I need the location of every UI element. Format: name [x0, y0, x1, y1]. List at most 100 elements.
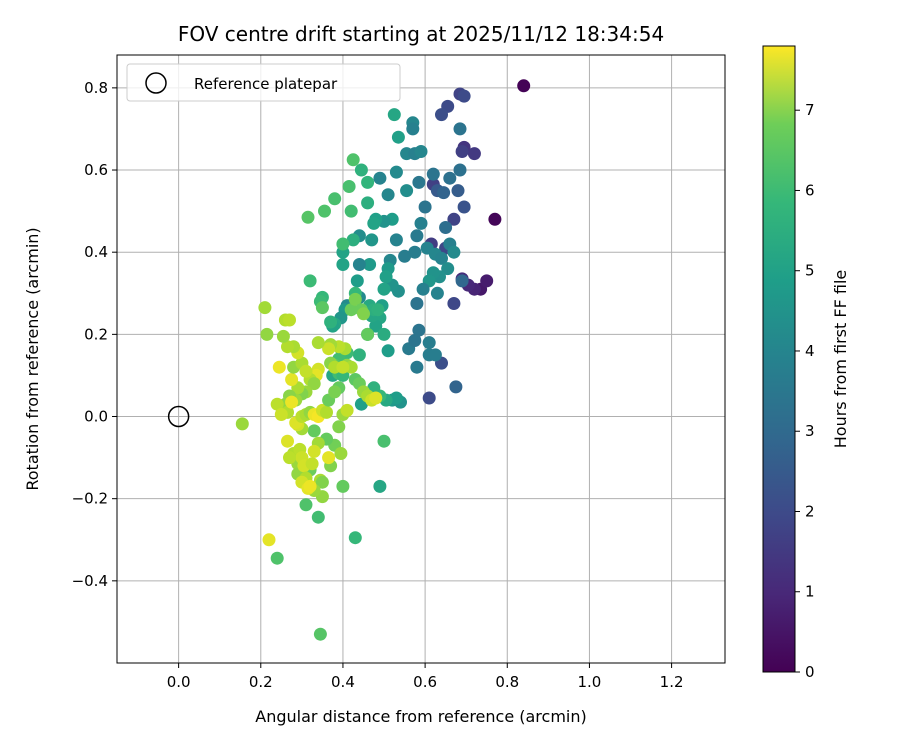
scatter-point [307, 377, 321, 391]
x-tick-label: 0.2 [249, 673, 273, 691]
x-axis-label: Angular distance from reference (arcmin) [255, 707, 586, 726]
scatter-point [408, 245, 422, 259]
plot-frame [116, 54, 726, 664]
x-tick-label: 0.0 [167, 673, 191, 691]
scatter-point [305, 457, 319, 471]
scatter-point [336, 479, 350, 493]
scatter-point [315, 301, 329, 315]
scatter-point [322, 342, 336, 356]
colorbar-ticks: 0 1 2 3 4 5 6 7 [795, 101, 815, 681]
legend-box [126, 63, 401, 102]
scatter-point [299, 364, 313, 378]
y-tick-label: −0.4 [72, 572, 108, 590]
scatter-point [428, 348, 442, 362]
scatter-point [439, 221, 453, 234]
scatter-point [455, 145, 469, 158]
scatter-point [435, 251, 448, 265]
scatter-point [344, 204, 358, 218]
x-tick-label: 0.6 [413, 673, 437, 691]
scatter-point [357, 307, 370, 321]
scatter-point [283, 451, 296, 465]
y-tick-label: 0.6 [84, 161, 108, 179]
scatter-point [455, 274, 469, 288]
scatter-point [340, 403, 354, 417]
scatter-point [315, 475, 329, 489]
scatter-point [318, 204, 331, 218]
scatter-point [369, 319, 383, 333]
scatter-point [336, 237, 350, 251]
scatter-point [285, 395, 299, 409]
scatter-point [281, 434, 294, 448]
scatter-point [369, 391, 383, 405]
scatter-point [406, 122, 420, 136]
scatter-point [457, 89, 471, 103]
colorbar-tick-label: 0 [805, 663, 815, 681]
scatter-point [447, 212, 461, 226]
chart-title: FOV centre drift starting at 2025/11/12 … [178, 22, 664, 46]
scatter-point [299, 498, 313, 512]
scatter-point [301, 210, 315, 224]
x-tick-label: 1.2 [660, 673, 684, 691]
scatter-point [274, 408, 288, 421]
scatter-point [262, 533, 276, 547]
scatter-point [328, 385, 342, 399]
scatter-point [426, 167, 440, 181]
scatter-point [344, 303, 358, 317]
scatter-point [352, 258, 366, 271]
scatter-point [260, 327, 274, 341]
scatter-point [389, 165, 403, 179]
colorbar-tick-label: 7 [805, 101, 815, 119]
scatter-point [334, 447, 348, 460]
scatter-point [354, 163, 368, 177]
scatter-point [517, 79, 531, 93]
scatter-point [272, 360, 286, 374]
scatter-point [363, 258, 377, 271]
scatter-point [480, 274, 494, 288]
scatter-point [389, 391, 403, 405]
data-points [235, 79, 531, 641]
x-tick-label: 1.0 [578, 673, 602, 691]
scatter-point [281, 340, 294, 354]
scatter-point [346, 153, 360, 167]
scatter-point [361, 175, 375, 189]
scatter-point [412, 175, 426, 189]
scatter-point [332, 420, 346, 434]
scatter-point [457, 200, 471, 214]
scatter-point [361, 196, 375, 210]
scatter-point [285, 373, 299, 386]
scatter-point [328, 192, 342, 206]
colorbar-gradient [762, 45, 796, 673]
y-tick-label: 0.8 [84, 79, 108, 97]
scatter-point [437, 186, 451, 200]
colorbar-tick-label: 3 [805, 422, 815, 440]
scatter-point [320, 405, 333, 419]
scatter-point [342, 180, 356, 193]
colorbar-tick-label: 6 [805, 181, 815, 199]
reference-point-marker [167, 405, 190, 428]
scatter-point [467, 147, 481, 161]
x-tick-label: 0.4 [331, 673, 355, 691]
scatter-point [381, 188, 395, 202]
scatter-point [398, 249, 412, 263]
scatter-point [414, 216, 428, 230]
scatter-point [410, 229, 424, 243]
x-tick-label: 0.8 [495, 673, 519, 691]
colorbar-tick-label: 1 [805, 583, 815, 601]
y-tick-label: −0.2 [72, 490, 108, 508]
scatter-point [441, 262, 455, 276]
scatter-point [379, 270, 393, 284]
scatter-point [283, 313, 296, 327]
scatter-point [410, 360, 424, 374]
legend-marker-icon [145, 72, 167, 94]
scatter-point [389, 233, 403, 247]
colorbar-tick-label: 5 [805, 262, 815, 280]
scatter-point [377, 327, 391, 341]
scatter-point [410, 297, 424, 310]
scatter-point [430, 286, 444, 300]
colorbar-label: Hours from first FF file [831, 270, 850, 449]
scatter-point [235, 417, 249, 431]
scatter-point [352, 348, 366, 362]
grid [117, 55, 725, 663]
scatter-point [449, 380, 463, 394]
